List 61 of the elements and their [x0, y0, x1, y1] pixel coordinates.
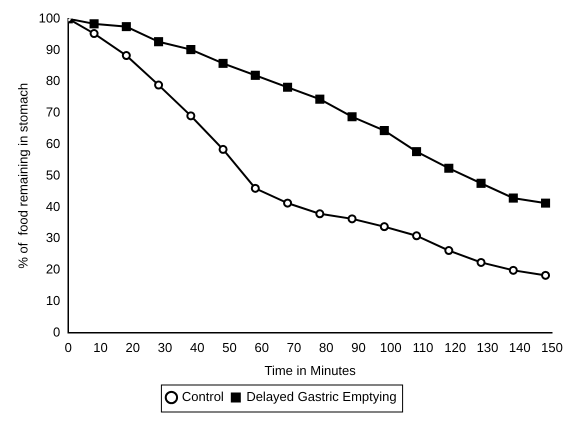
y-tick-label: 0 — [53, 324, 60, 340]
point — [380, 222, 389, 232]
point — [186, 45, 196, 54]
x-tick-label: 90 — [351, 340, 366, 356]
x-tick-label: 40 — [190, 340, 205, 356]
point — [315, 94, 324, 104]
point — [218, 144, 228, 154]
point — [508, 266, 518, 275]
point — [283, 198, 292, 208]
point — [476, 178, 486, 188]
point — [250, 70, 260, 80]
point — [283, 82, 292, 92]
y-tick-label: 60 — [46, 136, 60, 151]
point — [476, 258, 486, 267]
point — [250, 184, 260, 193]
point — [444, 164, 454, 173]
point — [154, 80, 164, 90]
y-tick-label: 40 — [46, 198, 60, 214]
point — [122, 51, 131, 60]
x-tick-label: 110 — [412, 340, 434, 356]
x-axis-title: Time in Minutes — [264, 362, 356, 378]
y-tick-label: 20 — [46, 262, 60, 277]
point — [541, 270, 550, 280]
x-tick-label: 140 — [508, 340, 531, 356]
y-tick-label: 90 — [46, 42, 60, 57]
point — [380, 126, 389, 136]
point — [508, 194, 518, 203]
y-tick-label: 100 — [38, 10, 60, 26]
x-tick-label: 60 — [254, 340, 270, 356]
y-tick-label: 70 — [46, 104, 60, 120]
legend-label: Delayed Gastric Emptying — [246, 389, 397, 404]
point — [122, 22, 131, 32]
y-tick-label: 30 — [46, 230, 60, 246]
point — [541, 198, 550, 208]
x-tick-label: 30 — [158, 340, 172, 356]
point — [154, 37, 164, 46]
point — [218, 58, 228, 68]
x-tick-label: 70 — [286, 340, 302, 356]
y-tick-label: 80 — [46, 73, 60, 88]
y-axis-title: % of food remaining in stomach — [15, 82, 30, 269]
point — [348, 112, 357, 122]
point — [444, 246, 454, 256]
x-tick-label: 130 — [476, 340, 498, 356]
x-tick-label: 150 — [541, 340, 563, 356]
point — [315, 209, 324, 218]
point — [90, 29, 99, 38]
x-tick-label: 0 — [64, 340, 72, 356]
x-tick-label: 120 — [444, 340, 466, 356]
point — [412, 147, 422, 156]
legend-label: Control — [182, 389, 224, 404]
point — [90, 19, 99, 28]
y-tick-label: 10 — [46, 292, 60, 308]
x-tick-label: 100 — [380, 340, 402, 356]
point — [186, 111, 196, 120]
point — [412, 231, 422, 240]
point — [348, 214, 357, 224]
x-tick-label: 20 — [126, 340, 140, 356]
x-tick-label: 10 — [93, 340, 108, 356]
y-tick-label: 50 — [46, 167, 60, 182]
x-tick-label: 80 — [319, 340, 334, 356]
x-tick-label: 50 — [222, 340, 237, 356]
